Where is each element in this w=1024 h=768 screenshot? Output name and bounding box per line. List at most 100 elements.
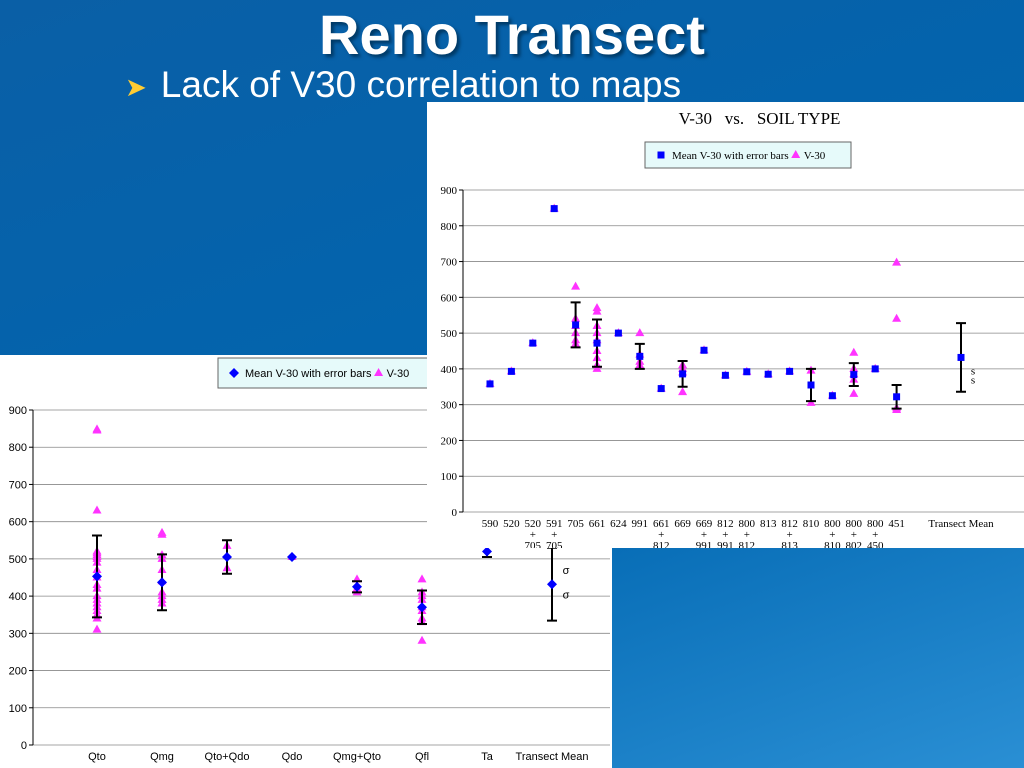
v30-point (592, 306, 602, 315)
y-tick-label: 200 (441, 435, 458, 447)
x-tick-label: Transect Mean (516, 751, 589, 763)
y-tick-label: 400 (441, 364, 458, 376)
mean-point (614, 329, 622, 337)
v30-point (892, 257, 902, 266)
v30-point (157, 529, 167, 538)
annotation: s (971, 375, 975, 387)
v30-point (849, 388, 859, 397)
mean-point (593, 339, 601, 347)
y-tick-label: 800 (441, 221, 458, 233)
x-tick-label: 800 +450 (867, 518, 884, 548)
v30-point (92, 505, 102, 514)
y-tick-label: 500 (441, 328, 458, 340)
v30-point (92, 425, 102, 434)
y-tick-label: 300 (441, 400, 458, 412)
mean-point (957, 353, 965, 361)
legend-label: V-30 (387, 368, 410, 380)
y-tick-label: 100 (9, 703, 27, 715)
x-tick-label: 812 +813 (781, 518, 798, 548)
legend-symbol (229, 368, 239, 378)
annotation: s (971, 366, 975, 378)
slide-title: Reno Transect (319, 3, 705, 66)
mean-point (850, 371, 858, 379)
x-tick-label: Qdo (282, 751, 303, 763)
mean-point (550, 205, 558, 213)
x-tick-label: 661 +812 (653, 518, 670, 548)
mean-point (222, 552, 232, 563)
mean-point (157, 577, 167, 588)
mean-point (657, 385, 665, 393)
y-tick-label: 700 (441, 257, 458, 269)
y-tick-label: 800 (9, 442, 27, 454)
v30-point (678, 387, 688, 396)
mean-point (417, 602, 427, 613)
mean-point (287, 552, 297, 563)
v30-point (92, 624, 102, 633)
bullet-text: Lack of V30 correlation to maps (160, 64, 682, 105)
mean-point (529, 339, 537, 347)
mean-point (743, 368, 751, 376)
mean-point (828, 392, 836, 400)
x-tick-label: Qmg+Qto (333, 751, 381, 763)
annotation: σ (563, 565, 570, 577)
x-tick-label: 669 (674, 518, 691, 530)
bullet-line: ➤ Lack of V30 correlation to maps (125, 64, 681, 106)
y-tick-label: 900 (9, 405, 27, 417)
y-tick-label: 200 (9, 666, 27, 678)
y-tick-label: 300 (9, 628, 27, 640)
y-tick-label: 500 (9, 554, 27, 566)
x-tick-label: Qto+Qdo (205, 751, 250, 763)
legend-box (644, 141, 852, 169)
x-tick-label: 810 (803, 518, 820, 530)
y-tick-label: 600 (9, 517, 27, 529)
mean-point (636, 352, 644, 360)
v30-point (849, 347, 859, 356)
v30-point (571, 281, 581, 290)
v30-point (892, 313, 902, 322)
mean-point (721, 371, 729, 379)
legend-label: Mean V-30 with error bars (245, 368, 372, 380)
legend-label: V-30 (804, 150, 826, 162)
x-tick-label: 813 (760, 518, 777, 530)
x-tick-label: Qmg (150, 751, 174, 763)
y-tick-label: 0 (452, 507, 458, 519)
x-tick-label: 800 +810 (824, 518, 841, 548)
x-tick-label: 661 (589, 518, 606, 530)
y-tick-label: 900 (441, 185, 458, 197)
v30-point (417, 635, 427, 644)
x-tick-label: Transect Mean (928, 518, 994, 530)
mean-point (871, 365, 879, 373)
mean-point (764, 370, 772, 378)
x-tick-label: Ta (481, 751, 494, 763)
x-tick-label: 991 (632, 518, 649, 530)
x-tick-label: 669 +991 (696, 518, 713, 548)
x-tick-label: 451 (888, 518, 905, 530)
mean-point (507, 367, 515, 375)
y-tick-label: 600 (441, 292, 458, 304)
x-tick-label: 800 +802 (846, 518, 863, 548)
annotation: σ (563, 589, 570, 601)
legend-symbol (657, 151, 665, 159)
y-tick-label: 100 (441, 471, 458, 483)
mean-point (700, 346, 708, 354)
mean-point (486, 380, 494, 388)
y-tick-label: 700 (9, 479, 27, 491)
mean-point (92, 571, 102, 582)
mean-point (786, 367, 794, 375)
x-tick-label: 800 +812 (739, 518, 756, 548)
chart-title: V-30 vs. SOIL TYPE (679, 109, 841, 128)
chart-front: V-30 vs. SOIL TYPE 0 100 200 300 400 500 600 700… (427, 102, 1024, 548)
v30-point (635, 328, 645, 337)
x-tick-label: 624 (610, 518, 627, 530)
legend-label: Mean V-30 with error bars (672, 150, 789, 162)
y-tick-label: 400 (9, 591, 27, 603)
x-tick-label: 812 +991 (717, 518, 734, 548)
x-tick-label: Qto (88, 751, 106, 763)
y-tick-label: 0 (21, 740, 27, 752)
mean-point (572, 321, 580, 329)
legend-symbol (374, 368, 384, 376)
x-tick-label: 520 +705 (525, 518, 542, 548)
mean-point (547, 579, 557, 590)
x-tick-label: 590 (482, 518, 499, 530)
